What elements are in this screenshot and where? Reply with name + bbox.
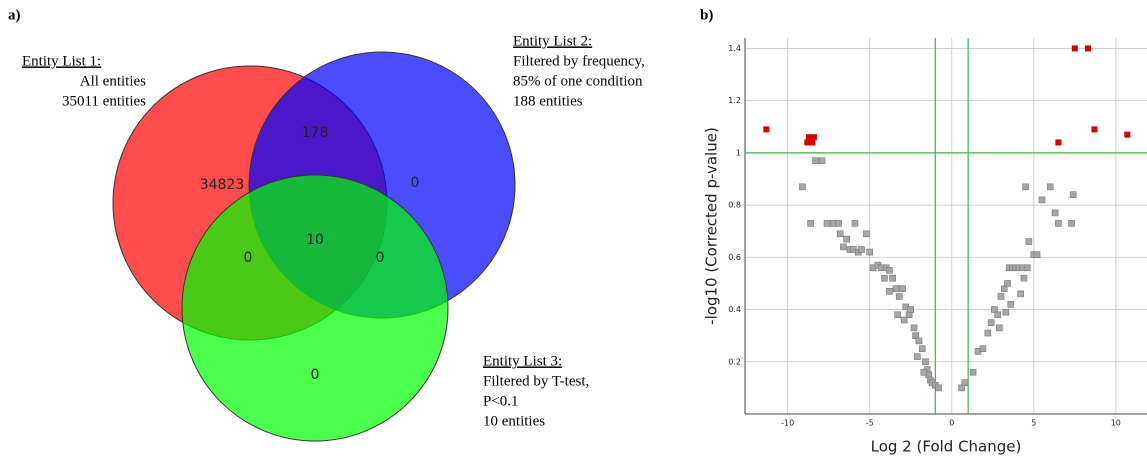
panel-label: b) <box>700 7 713 23</box>
point <box>835 220 842 227</box>
point <box>810 134 817 141</box>
point <box>1046 183 1054 191</box>
point <box>1091 126 1098 133</box>
point <box>1007 301 1015 308</box>
panel-label: a) <box>8 7 21 23</box>
point <box>915 337 923 345</box>
region-count: 178 <box>302 125 329 141</box>
point <box>1023 264 1031 272</box>
point <box>886 267 893 274</box>
point <box>1124 131 1131 138</box>
point <box>886 287 893 295</box>
y-tick-label: 1 <box>736 148 741 157</box>
point <box>799 183 806 191</box>
set-description: P<0.1 <box>483 393 519 409</box>
point <box>899 285 906 292</box>
y-tick-label: 0.2 <box>728 357 741 366</box>
region-count: 0 <box>244 250 253 266</box>
set-description: Filtered by frequency, <box>513 53 645 69</box>
point <box>979 345 987 353</box>
x-tick-label: -5 <box>866 419 874 428</box>
x-tick-label: 10 <box>1111 419 1121 428</box>
point <box>935 384 942 392</box>
point <box>1055 139 1062 146</box>
y-tick-label: 0.8 <box>728 201 741 210</box>
set-description: Filtered by T-test, <box>483 373 589 389</box>
y-tick-label: 0.4 <box>728 305 741 314</box>
venn-circle <box>181 174 449 442</box>
point <box>805 134 812 141</box>
point <box>922 358 929 366</box>
x-tick-label: 5 <box>1031 419 1036 428</box>
point <box>913 353 921 360</box>
point <box>812 157 819 165</box>
point <box>1004 280 1011 287</box>
y-axis-label: -log10 (Corrected p-value) <box>703 127 721 325</box>
point <box>895 293 903 300</box>
point <box>863 230 870 238</box>
point <box>1022 183 1029 191</box>
point <box>851 220 859 227</box>
region-count: 0 <box>376 250 385 266</box>
point <box>1068 220 1075 227</box>
set-description: 10 entities <box>483 413 545 429</box>
x-tick-label: 0 <box>949 419 954 428</box>
set-description: All entities <box>80 73 146 89</box>
point <box>1033 251 1041 259</box>
point <box>1051 209 1059 217</box>
point <box>818 157 826 165</box>
point <box>1069 191 1077 198</box>
point <box>910 324 918 332</box>
point <box>892 285 900 292</box>
x-axis-label: Log 2 (Fold Change) <box>871 438 1022 456</box>
point <box>900 316 908 324</box>
point <box>918 345 926 353</box>
point <box>866 248 874 256</box>
point <box>1017 290 1024 298</box>
point <box>1084 45 1091 52</box>
region-count: 0 <box>411 175 420 191</box>
point <box>1071 45 1078 52</box>
point <box>920 368 928 376</box>
set-name: Entity List 3: <box>483 353 562 369</box>
x-tick-label: -10 <box>781 419 794 428</box>
point <box>984 329 992 337</box>
point <box>894 311 901 319</box>
point <box>840 243 847 251</box>
set-name: Entity List 2: <box>513 33 592 49</box>
point <box>961 379 969 386</box>
point <box>889 274 896 282</box>
point <box>836 230 844 238</box>
point <box>997 293 1005 300</box>
point <box>843 235 851 243</box>
point <box>1055 220 1062 227</box>
point <box>996 324 1003 332</box>
point <box>1025 238 1033 245</box>
point <box>1038 196 1046 204</box>
point <box>1020 274 1028 282</box>
point <box>804 139 811 146</box>
point <box>1002 308 1010 316</box>
set-description: 35011 entities <box>62 93 146 109</box>
point <box>858 246 865 253</box>
point <box>823 220 831 227</box>
y-tick-label: 1.2 <box>728 96 741 105</box>
set-description: 188 entities <box>513 93 583 109</box>
set-description: 85% of one condition <box>513 73 643 89</box>
point <box>809 139 816 146</box>
point <box>994 311 1001 319</box>
set-name: Entity List 1: <box>22 53 101 69</box>
region-count: 34823 <box>200 177 245 193</box>
point <box>969 368 977 376</box>
region-count: 10 <box>306 232 324 248</box>
region-count: 0 <box>311 367 320 383</box>
point <box>987 319 995 326</box>
point <box>763 126 770 133</box>
point <box>907 306 915 313</box>
y-tick-label: 0.6 <box>728 253 741 262</box>
y-tick-label: 1.4 <box>728 44 741 53</box>
point <box>807 220 814 227</box>
point <box>881 274 888 282</box>
